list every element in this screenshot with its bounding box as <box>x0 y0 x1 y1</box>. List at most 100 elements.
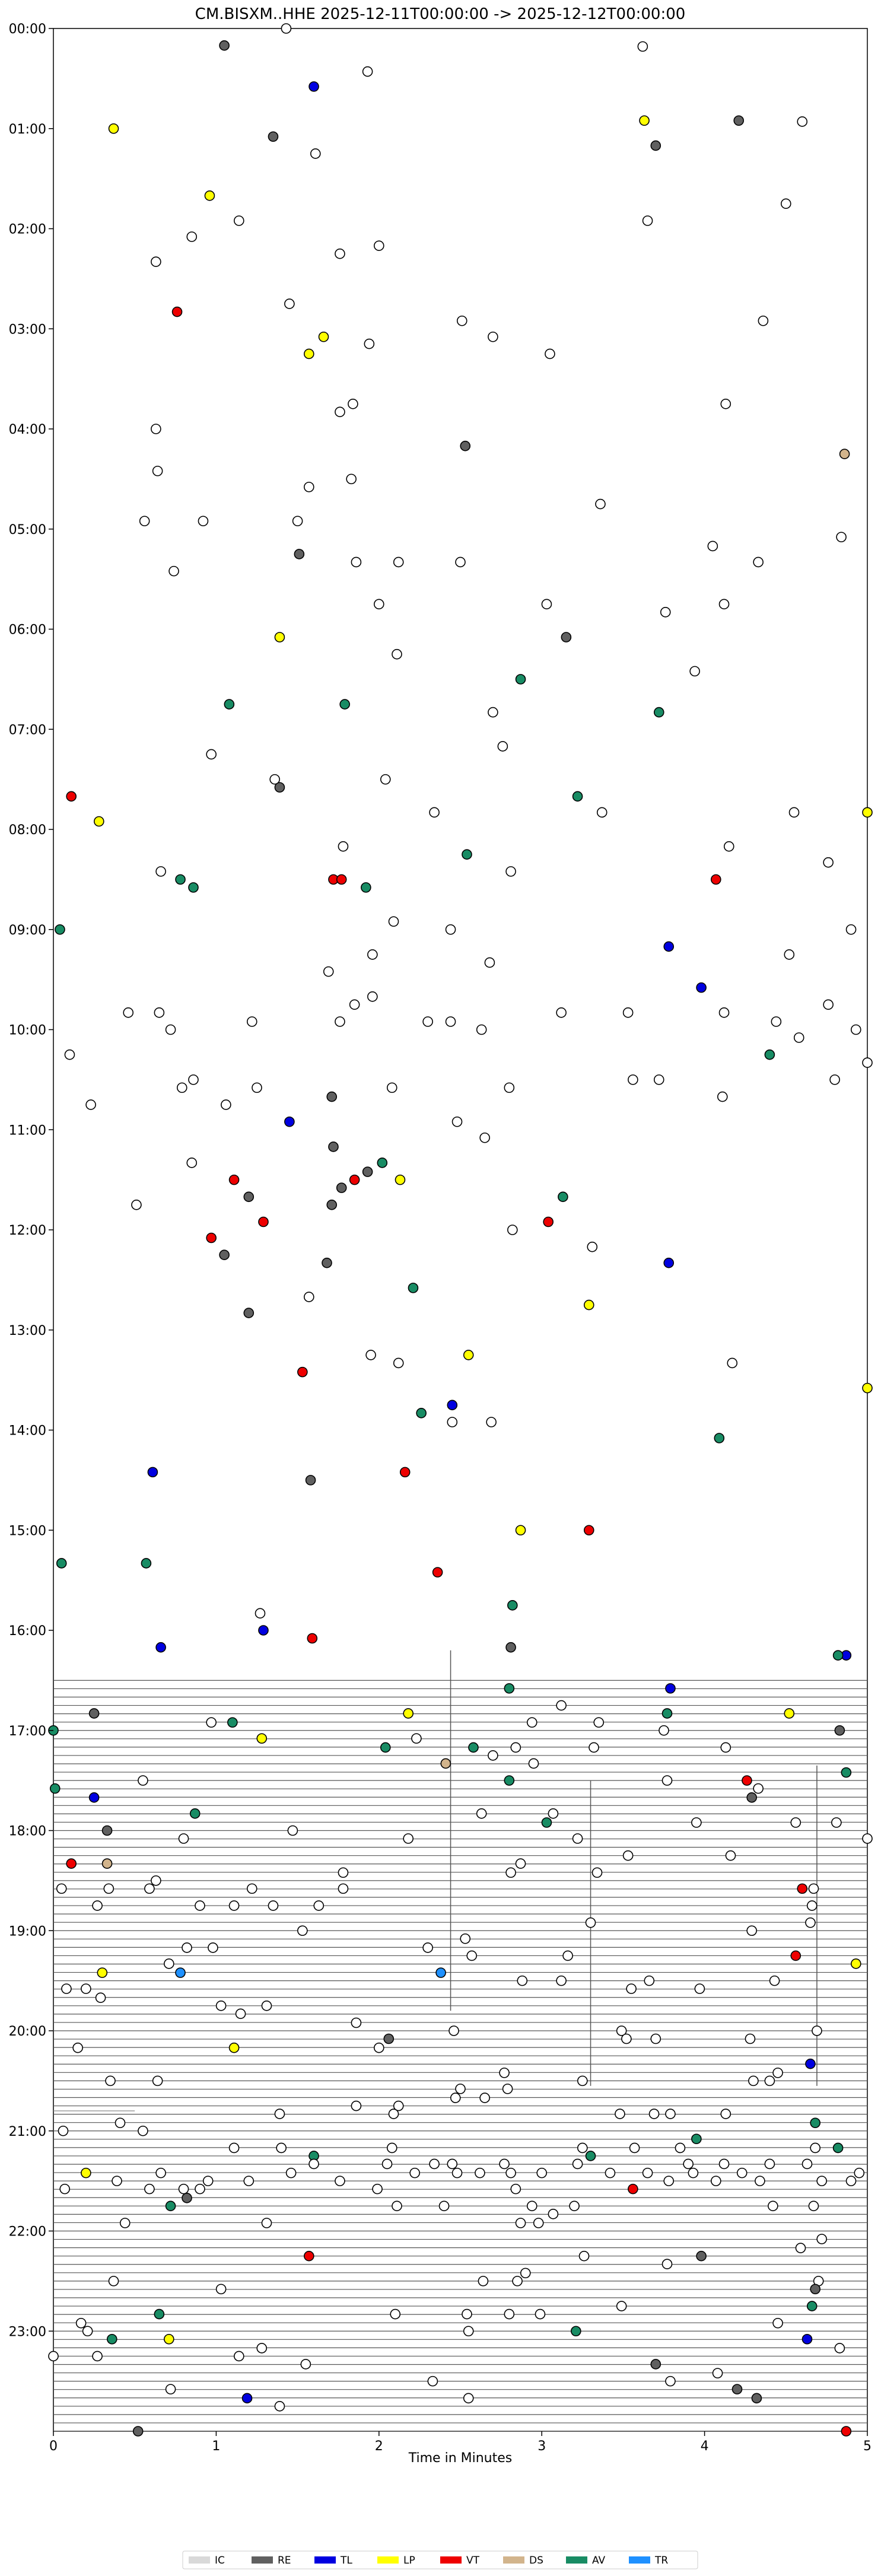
event-marker-ic <box>103 1883 115 1894</box>
event-marker-ic <box>577 2075 588 2087</box>
event-marker-ic <box>720 1742 731 1753</box>
event-marker-av <box>227 1717 238 1728</box>
legend-label: TR <box>654 2555 668 2567</box>
event-marker-ic <box>661 1775 673 1786</box>
event-marker-lp <box>639 115 650 126</box>
seismic-trace-layer <box>53 1650 867 2432</box>
event-marker-av <box>504 1775 515 1786</box>
event-marker-ic <box>182 1942 192 1953</box>
event-marker-ic <box>455 556 466 568</box>
event-marker-ic <box>515 1858 526 1869</box>
event-marker-re <box>322 1257 332 1268</box>
event-marker-ic <box>308 2158 319 2170</box>
event-marker-ic <box>572 1833 583 1844</box>
event-marker-ic <box>449 2025 459 2036</box>
event-marker-ic <box>234 215 244 226</box>
event-marker-vt <box>228 1174 240 1185</box>
event-marker-ic <box>115 2117 126 2129</box>
event-marker-lp <box>318 331 329 342</box>
event-marker-re <box>243 1191 255 1203</box>
event-marker-ic <box>499 2068 510 2078</box>
event-marker-ic <box>144 2183 155 2195</box>
event-marker-vt <box>171 306 183 317</box>
event-marker-tl <box>805 2058 816 2069</box>
event-marker-vt <box>742 1775 752 1786</box>
event-marker-ic <box>287 1825 298 1836</box>
event-marker-re <box>650 140 661 151</box>
x-tick-label: 5 <box>863 2439 872 2454</box>
event-marker-ic <box>386 1082 397 1093</box>
event-marker-ic <box>650 2033 661 2044</box>
event-marker-ic <box>845 2176 857 2186</box>
event-marker-tl <box>665 1683 676 1694</box>
event-marker-av <box>515 674 526 685</box>
event-marker-ic <box>409 2167 420 2179</box>
event-marker-lp <box>850 1958 861 1969</box>
event-marker-ic <box>429 807 440 818</box>
event-marker-ic <box>772 2317 783 2329</box>
event-marker-re <box>810 2284 820 2295</box>
event-marker-ic <box>346 473 357 485</box>
event-marker-re <box>328 1141 339 1152</box>
event-marker-ic <box>292 516 303 527</box>
event-marker-lp <box>583 1299 594 1311</box>
y-tick-label: 05:00 <box>9 523 46 538</box>
event-marker-ic <box>367 949 378 960</box>
event-marker-ic <box>75 2317 87 2329</box>
event-marker-re <box>731 2384 743 2394</box>
event-marker-re <box>294 549 305 559</box>
y-tick-label: 00:00 <box>9 22 46 37</box>
event-marker-ic <box>615 2108 625 2119</box>
event-marker-av <box>764 1049 775 1060</box>
event-marker-ic <box>488 331 498 342</box>
event-marker-ic <box>691 1817 702 1828</box>
event-marker-ic <box>164 1958 174 1969</box>
event-marker-ic <box>479 1132 490 1143</box>
event-marker-ic <box>520 2267 531 2279</box>
event-marker-vt <box>399 1467 411 1478</box>
event-marker-ic <box>338 1883 349 1894</box>
event-marker-ic <box>276 2142 287 2154</box>
event-marker-lp <box>784 1708 795 1719</box>
y-tick-label: 21:00 <box>9 2125 46 2139</box>
y-tick-label: 08:00 <box>9 823 46 838</box>
x-tick-label: 3 <box>537 2439 546 2454</box>
event-marker-lp <box>862 807 873 818</box>
event-marker-ic <box>123 1007 134 1018</box>
event-marker-ic <box>753 1783 764 1794</box>
event-marker-ic <box>505 1867 516 1878</box>
event-marker-av <box>572 791 583 802</box>
event-marker-ic <box>591 1867 603 1878</box>
legend-label: TL <box>340 2555 352 2567</box>
event-marker-ic <box>323 966 334 977</box>
event-marker-ic <box>764 2158 775 2170</box>
event-marker-re <box>274 782 285 793</box>
event-marker-ic <box>510 1742 521 1753</box>
event-marker-ic <box>486 1417 497 1427</box>
event-marker-ic <box>438 2200 450 2212</box>
event-marker-ic <box>466 1950 478 1961</box>
event-marker-ic <box>422 1016 433 1027</box>
y-tick-label: 16:00 <box>9 1624 46 1639</box>
event-marker-ic <box>139 516 150 527</box>
event-marker-tr <box>435 1967 446 1978</box>
event-marker-tl <box>258 1625 269 1636</box>
event-marker-re <box>243 1308 255 1318</box>
event-marker-re <box>561 632 572 643</box>
event-marker-ic <box>688 2167 699 2179</box>
event-marker-ic <box>144 1883 155 1894</box>
event-marker-ic <box>556 1975 567 1986</box>
event-marker-lp <box>81 2167 91 2179</box>
event-marker-ic <box>823 999 834 1010</box>
event-marker-vt <box>583 1525 594 1536</box>
event-marker-tl <box>284 1116 295 1127</box>
event-marker-ic <box>151 256 161 267</box>
event-marker-tl <box>308 81 319 92</box>
event-marker-re <box>460 440 471 451</box>
event-marker-ic <box>429 2158 440 2170</box>
event-marker-ic <box>284 298 295 309</box>
event-marker-ic <box>569 2200 580 2212</box>
event-marker-av <box>504 1683 515 1694</box>
y-tick-label: 17:00 <box>9 1724 46 1739</box>
event-marker-ic <box>850 1024 861 1035</box>
